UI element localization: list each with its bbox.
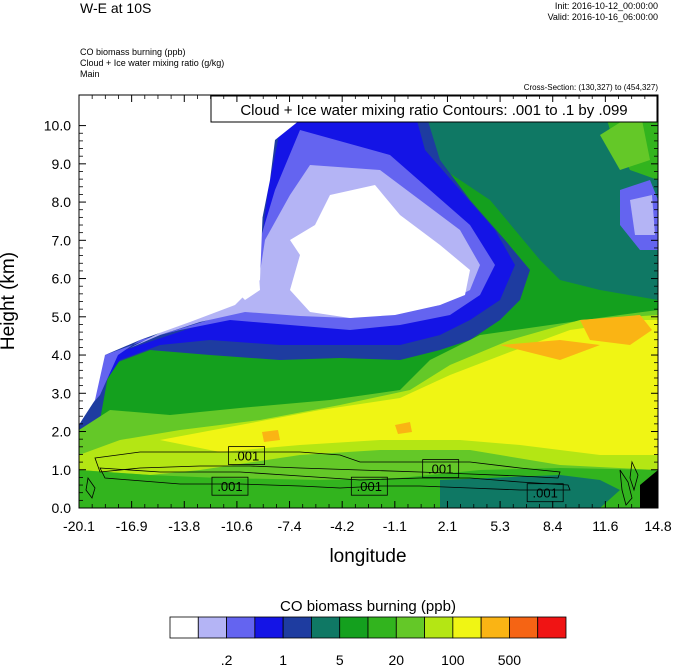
x-tick-label: -13.8 [168,518,200,534]
variable-label-main: Main [80,69,100,79]
y-tick-label: 7.0 [52,232,72,248]
contour-label-box [350,476,388,496]
colorbar-tick-label: 500 [498,652,522,667]
x-tick-label: -1.1 [383,518,407,534]
colorbar-swatch [367,616,397,639]
colorbar-swatch [282,616,312,639]
colorbar-swatch [197,616,227,639]
colorbar-swatch [509,616,539,639]
contour-label: .001 [533,486,558,501]
colorbar-tick-label: .2 [221,652,233,667]
contour-label-box [228,446,265,466]
contour-labels: .001 .001 .001 .001 .001 [211,446,564,503]
colorbar-swatch [424,616,454,639]
x-tick-label: 14.8 [644,518,671,534]
contour-label-box [526,483,564,503]
y-tick-label: 9.0 [52,156,72,172]
y-tick-label: 8.0 [52,194,72,210]
x-tick-label: -4.2 [330,518,354,534]
cross-section-label: Cross-Section: (130,327) to (454,327) [523,83,658,92]
contour-label: .001 [234,449,259,464]
colorbar-swatch [311,616,341,639]
variable-label-cloud: Cloud + Ice water mixing ratio (g/kg) [80,58,225,68]
variable-label-co: CO biomass burning (ppb) [80,47,186,57]
x-tick-label: -16.9 [116,518,148,534]
contour-label: .001 [217,479,242,494]
init-time: Init: 2016-10-12_00:00:00 [554,1,658,11]
x-tick-label: 2.1 [438,518,458,534]
colorbar-tick-label: 20 [388,652,404,667]
y-tick-label: 6.0 [52,271,72,287]
legend-title: CO biomass burning (ppb) [280,598,456,615]
contour-info-box [210,95,658,123]
y-tick-label: 0.0 [52,500,72,516]
colorbar-swatch [480,616,510,639]
x-tick-label: 11.6 [592,518,618,534]
x-axis: -20.1 -16.9 -13.8 -10.6 -7.4 -4.2 -1.1 2.1 5.3 8.… [63,95,672,534]
contour-label-box [211,476,249,496]
x-tick-label: -10.6 [221,518,253,534]
y-tick-label: 3.0 [52,385,72,401]
colorbar-swatch [537,616,567,639]
colorbar-swatch [395,616,425,639]
contour-label: .001 [428,462,453,477]
y-tick-label: 4.0 [52,347,72,363]
contour-info: Cloud + Ice water mixing ratio Contours:… [240,102,627,119]
colorbar-swatch [452,616,482,639]
co-field [79,95,658,508]
x-tick-label: -7.4 [277,518,301,534]
y-axis: 0.0 1.0 2.0 3.0 4.0 5.0 6.0 7.0 8.0 9.0 10.0 [44,118,658,516]
colorbar-swatch [339,616,369,639]
colorbar-tick-label: 100 [441,652,465,667]
colorbar-tick-label: 5 [336,652,344,667]
valid-time: Valid: 2016-10-16_06:00:00 [547,12,658,22]
x-axis-label: longitude [329,546,406,567]
colorbar-tick-label: 1 [279,652,287,667]
y-tick-label: 2.0 [52,424,72,440]
y-tick-label: 1.0 [52,462,72,478]
colorbar-swatch [254,616,284,639]
colorbar-swatch [169,616,199,639]
x-tick-label: -20.1 [63,518,95,534]
contour-label: .001 [357,479,382,494]
cloud-contours [85,451,639,506]
chart-title: W-E at 10S [80,0,152,16]
x-tick-label: 8.4 [543,518,563,534]
x-tick-label: 5.3 [490,518,510,534]
y-tick-label: 5.0 [52,309,72,325]
contour-label-box [422,459,460,479]
colorbar: .2 1 5 20 100 500 [169,616,567,667]
colorbar-swatch [226,616,256,639]
y-tick-label: 10.0 [44,118,71,134]
y-axis-label: Height (km) [0,252,19,350]
